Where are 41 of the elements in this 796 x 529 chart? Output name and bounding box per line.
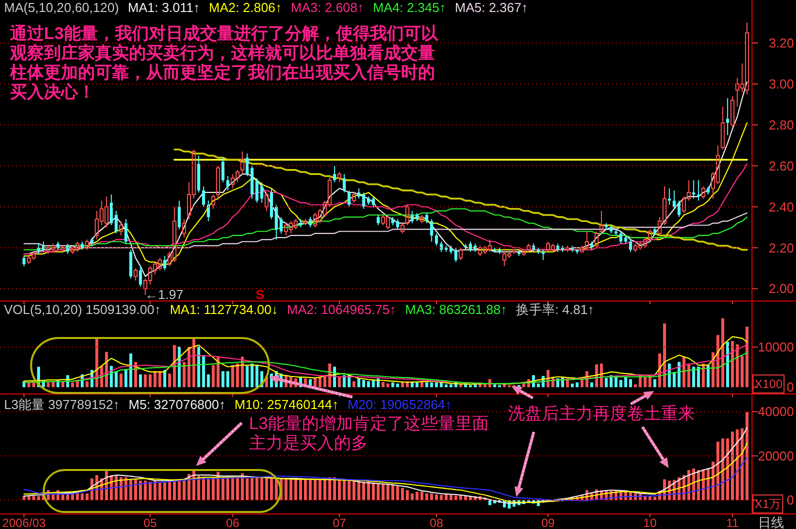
- legend-title: L3能量 397789152↑: [4, 397, 120, 412]
- annotation: 洗盘后主力再度卷土重来: [508, 404, 695, 423]
- x-tick-label: 09: [541, 516, 556, 529]
- y-tick-label: 20000: [758, 448, 794, 464]
- annotation: 换手率: 4.81↑: [516, 302, 594, 317]
- y-tick-label: 3.20: [768, 36, 794, 50]
- x-tick-label: 2006/03: [2, 516, 46, 529]
- text: M20: 190652864↑: [348, 397, 452, 412]
- y-tick-label: 10000: [758, 340, 794, 355]
- text: MA4: 2.345↑: [372, 0, 446, 15]
- x-tick-label: 07: [332, 516, 346, 529]
- text: MA1: 1127734.00↓: [170, 302, 278, 317]
- text: MA2: 2.806↑: [208, 0, 282, 15]
- y-tick-label: 0: [786, 380, 794, 395]
- y-tick-label: 2.60: [768, 158, 794, 174]
- x-axis-title: 日线: [758, 515, 784, 529]
- y-tick-label: 2.20: [768, 240, 794, 256]
- y-tick-label: 2.00: [768, 281, 794, 296]
- legend-title: MA(5,10,20,60,120): [4, 0, 119, 15]
- y-tick-label: 2.80: [768, 117, 794, 132]
- text: M10: 257460144↑: [234, 397, 339, 412]
- y-tick-label: 0: [786, 492, 794, 508]
- y-tick-label: 2.40: [768, 199, 794, 214]
- y-tick-label: 40000: [758, 404, 794, 420]
- text: MA3: 2.608↑: [290, 0, 364, 15]
- legend-title: VOL(5,10,20) 1509139.00↑: [4, 302, 161, 317]
- y-tick-label: 3.00: [768, 76, 794, 92]
- x-tick-label: 10: [643, 516, 657, 529]
- x-tick-label: 08: [430, 516, 444, 529]
- x-tick-label: 06: [226, 516, 240, 529]
- annotation: S: [256, 287, 265, 302]
- text: M5: 327076800↑: [128, 397, 226, 412]
- annotation: L3能量的增加肯定了这些量里面主力是买入的多: [249, 414, 489, 452]
- text: MA3: 863261.88↑: [405, 302, 508, 317]
- text: MA1: 3.011↑: [128, 0, 200, 15]
- annotation: 通过L3能量，我们对日成交量进行了分解，使得我们可以观察到庄家真实的买卖行为，这样就可以比单独看成交量柱体更加的可靠，从而更坚定了我们在出现买入信号时的买入决心！: [9, 24, 439, 102]
- text: MA5: 2.367↑: [454, 0, 528, 15]
- text: MA2: 1064965.75↑: [287, 302, 396, 317]
- x-tick-label: 11: [726, 516, 739, 529]
- x-tick-label: 05: [143, 516, 158, 529]
- annotation: ←1.97: [145, 286, 184, 302]
